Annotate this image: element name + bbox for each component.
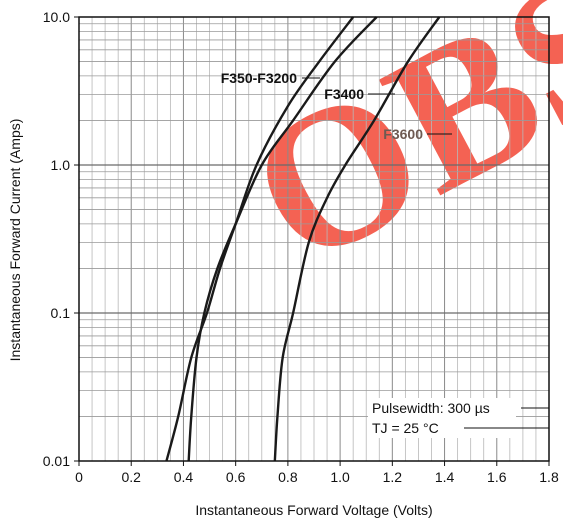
plot-frame	[78, 16, 550, 462]
ticks: 0 0.2 0.4 0.6 0.8 1.0 1.2 1.4 1.6 1.8 0.01 0.1 1.0 10…	[43, 9, 559, 485]
x-tick-label: 0.8	[278, 469, 298, 485]
x-tick-label: 1.6	[487, 469, 507, 485]
y-tick-label: 0.01	[43, 453, 70, 469]
x-tick-label: 1.2	[383, 469, 403, 485]
curve-f3600	[273, 16, 441, 462]
y-tick-label: 10.0	[43, 9, 70, 25]
curve-f350-f3200	[165, 16, 355, 462]
x-tick-label: 0.2	[121, 469, 141, 485]
pulsewidth-note: Pulsewidth: 300 µs	[372, 400, 490, 416]
curve-label-f350-f3200-group: F350-F3200	[221, 70, 320, 86]
curve-label-f3400-group: F3400	[324, 86, 395, 102]
y-axis-label: Instantaneous Forward Current (Amps)	[7, 119, 23, 362]
curve-label-f3600: F3600	[383, 126, 423, 142]
curve-label-f3400: F3400	[324, 86, 364, 102]
curves	[165, 16, 441, 462]
curve-label-f3600-group: F3600	[383, 126, 452, 142]
curve-f3400	[187, 16, 378, 462]
tj-note: TJ = 25 °C	[372, 420, 439, 436]
y-tick-label: 0.1	[51, 305, 71, 321]
x-tick-label: 0	[75, 469, 83, 485]
conditions-note: Pulsewidth: 300 µs TJ = 25 °C	[368, 398, 549, 438]
curve-label-f350-f3200: F350-F3200	[221, 70, 297, 86]
x-tick-label: 1.8	[539, 469, 559, 485]
x-tick-label: 0.4	[174, 469, 194, 485]
x-tick-label: 1.4	[435, 469, 455, 485]
x-tick-label: 0.6	[226, 469, 246, 485]
x-tick-label: 1.0	[330, 469, 350, 485]
x-axis-label: Instantaneous Forward Voltage (Volts)	[195, 502, 432, 518]
note-background	[368, 398, 516, 438]
y-tick-label: 1.0	[51, 157, 71, 173]
